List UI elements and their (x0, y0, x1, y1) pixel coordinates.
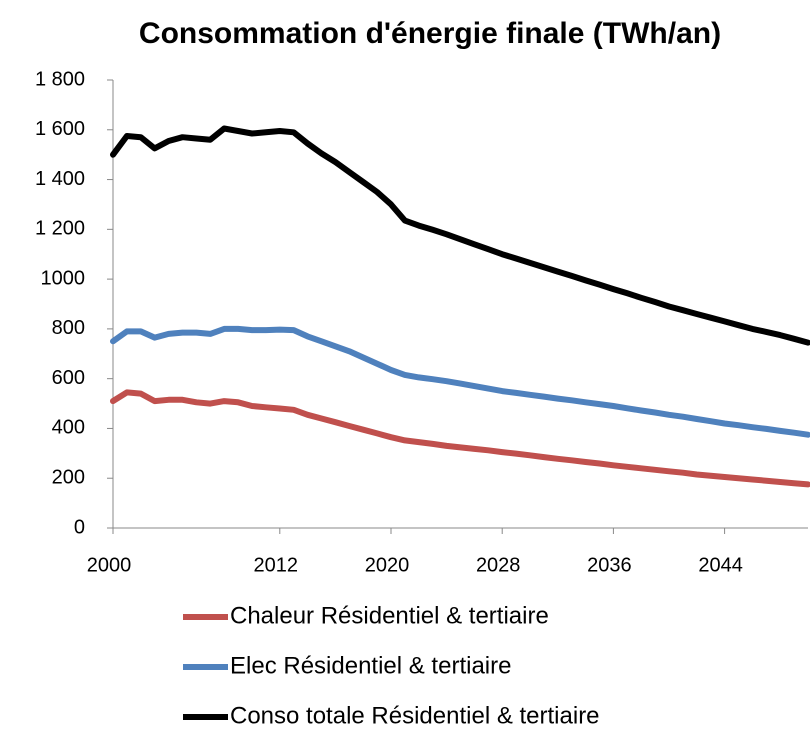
y-tick-label: 800 (52, 317, 85, 339)
y-tick-label: 1 800 (35, 68, 85, 90)
x-tick-label: 2044 (698, 554, 743, 576)
y-tick-label: 400 (52, 417, 85, 439)
x-tick-label: 2020 (365, 554, 410, 576)
y-tick-label: 0 (74, 516, 85, 538)
x-tick-label: 2028 (476, 554, 521, 576)
y-tick-label: 1000 (41, 267, 86, 289)
chart-title: Consommation d'énergie finale (TWh/an) (139, 17, 721, 50)
series-line (110, 389, 810, 488)
y-tick-label: 600 (52, 367, 85, 389)
y-tick-label: 1 200 (35, 218, 85, 240)
legend-label: Conso totale Résidentiel & tertiaire (230, 702, 600, 729)
series-line (110, 125, 810, 346)
series-line (110, 325, 810, 438)
y-tick-label: 1 600 (35, 118, 85, 140)
x-tick-label: 2000 (87, 554, 132, 576)
legend-label: Chaleur Résidentiel & tertiaire (230, 602, 549, 629)
x-tick-label: 2036 (587, 554, 632, 576)
x-tick-label: 2012 (254, 554, 299, 576)
legend-label: Elec Résidentiel & tertiaire (230, 652, 511, 679)
y-tick-label: 200 (52, 467, 85, 489)
y-tick-label: 1 400 (35, 168, 85, 190)
